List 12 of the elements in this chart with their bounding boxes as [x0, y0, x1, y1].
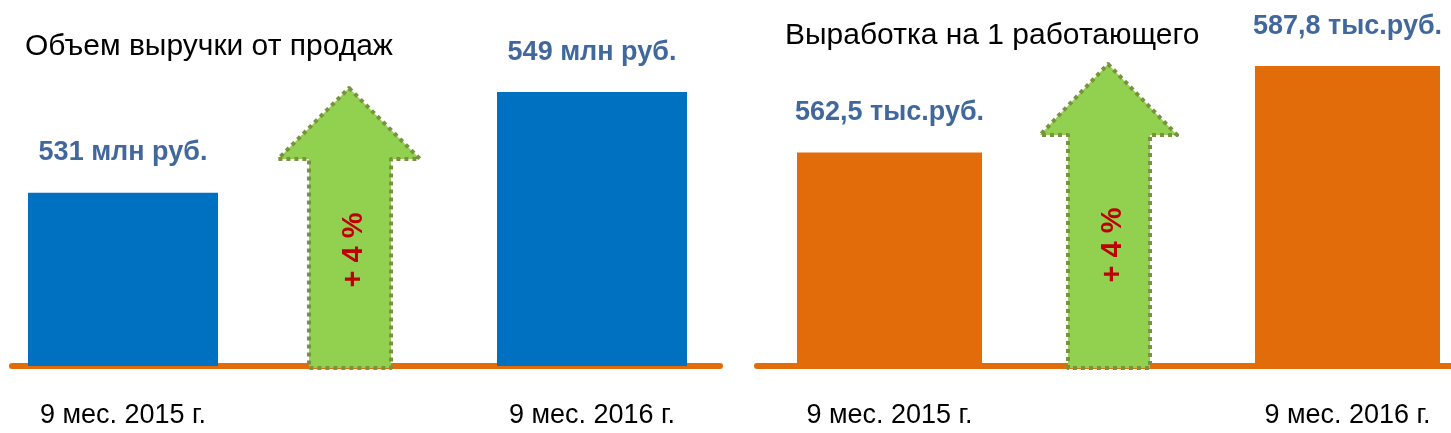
x-tick-label: 9 мес. 2016 г. — [1264, 398, 1431, 429]
x-tick-label: 9 мес. 2015 г. — [806, 398, 973, 429]
x-tick-label: 9 мес. 2016 г. — [508, 398, 676, 429]
data-label: 587,8 тыс.руб. — [1252, 9, 1443, 40]
x-tick-label: 9 мес. 2015 г. — [39, 398, 207, 429]
data-label: 549 млн руб. — [507, 35, 677, 66]
annotation: + 4 % — [336, 212, 368, 288]
chart-title: Выработка на 1 работающего — [785, 16, 1200, 50]
chart-title: Объем выручки от продаж — [25, 27, 393, 61]
data-label: 562,5 тыс.руб. — [794, 95, 985, 126]
data-label: 531 млн руб. — [38, 136, 208, 167]
annotation: + 4 % — [1095, 207, 1127, 283]
